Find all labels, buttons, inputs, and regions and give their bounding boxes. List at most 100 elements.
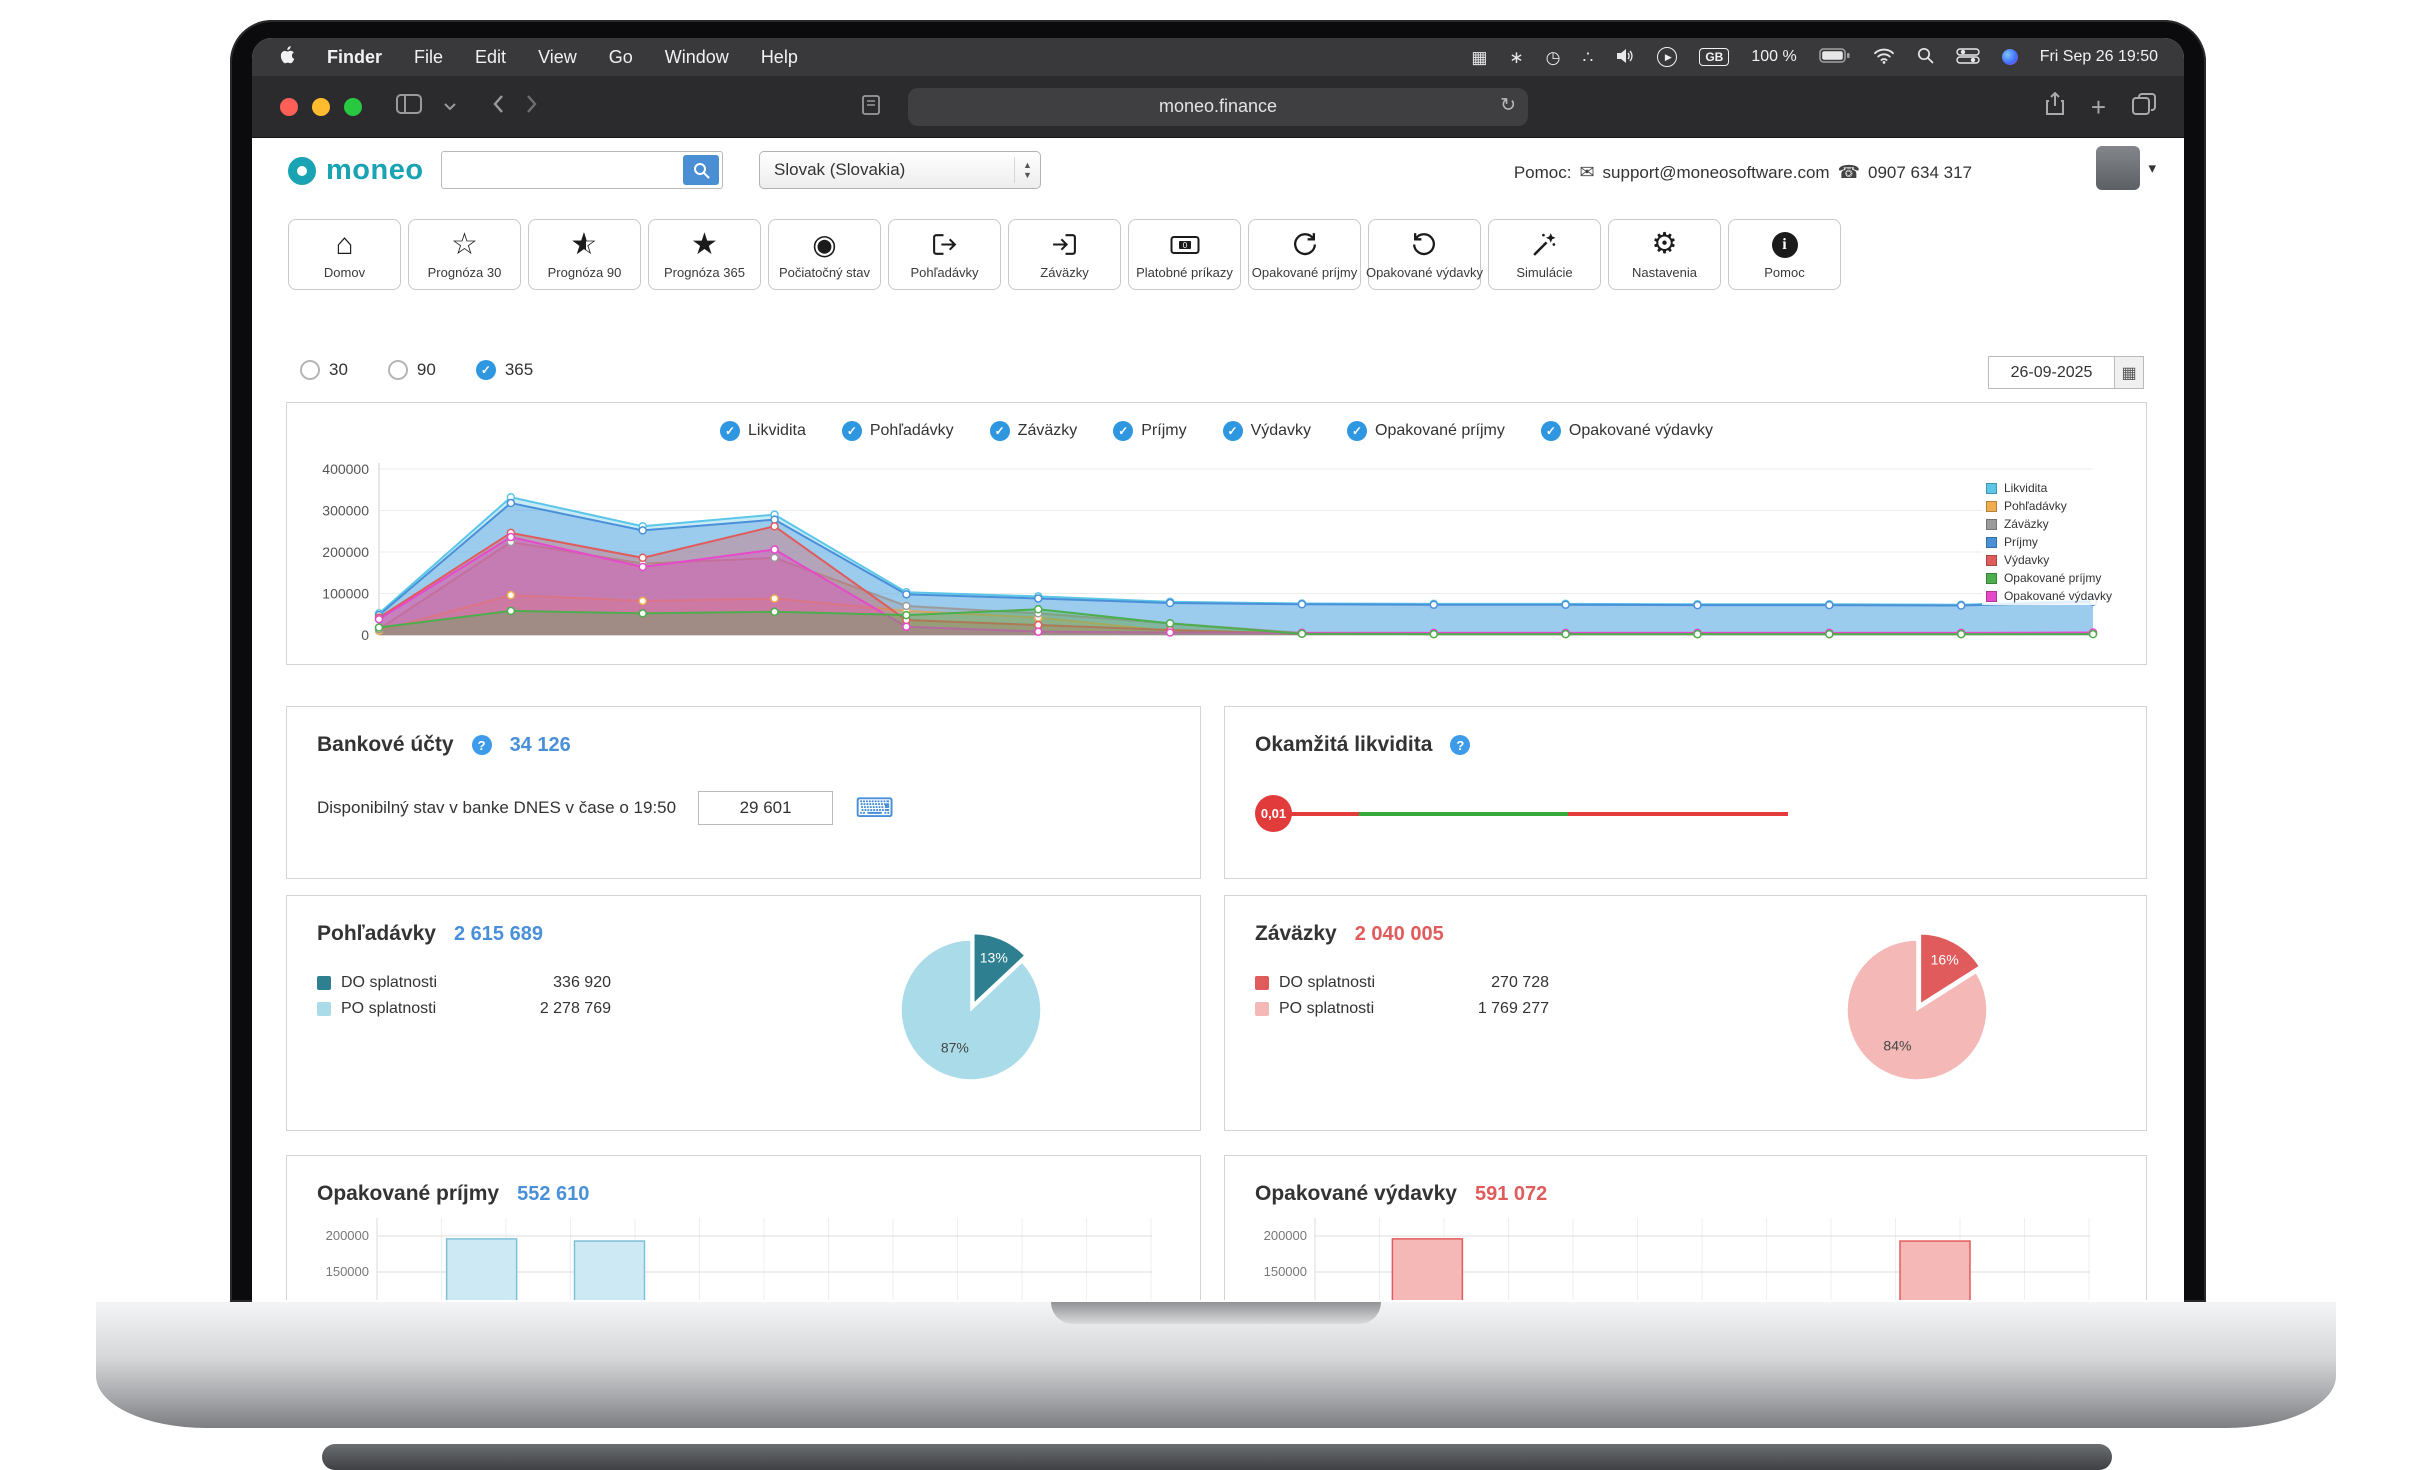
battery-icon[interactable] <box>1818 48 1851 66</box>
menubar-item-file[interactable]: File <box>414 46 444 67</box>
menubar-item-edit[interactable]: Edit <box>475 46 507 67</box>
radio-30[interactable] <box>300 360 320 380</box>
minimize-window-button[interactable] <box>312 97 330 116</box>
toolbar-button-pociatocny-stav[interactable]: ◉ Počiatočný stav <box>768 219 881 290</box>
language-select[interactable]: Slovak (Slovakia) ▲ ▼ <box>759 151 1041 189</box>
play-status-icon[interactable]: ▶ <box>1657 47 1678 67</box>
menubar-item-view[interactable]: View <box>538 46 577 67</box>
toolbar-button-pomoc[interactable]: i Pomoc <box>1728 219 1841 290</box>
svg-text:300000: 300000 <box>322 503 369 519</box>
calendar-icon[interactable]: ▦ <box>2114 356 2144 389</box>
laptop-screen: Finder File Edit View Go Window Help ▦ ∗… <box>230 20 2206 1302</box>
wifi-icon[interactable] <box>1873 48 1895 67</box>
keyboard-status-icon[interactable]: ▦ <box>1471 47 1488 67</box>
forecast-range-options: 30 90 ✓ 365 <box>300 360 533 380</box>
svg-text:400000: 400000 <box>322 461 369 477</box>
forecast-chart: 0 100000 200000 300000 400000 <box>322 461 2098 643</box>
volume-icon[interactable] <box>1615 48 1635 67</box>
moneo-logo[interactable]: moneo <box>288 154 424 187</box>
track-segment-red <box>1283 812 1359 816</box>
new-tab-icon[interactable]: + <box>2090 91 2106 122</box>
filter-zavazky[interactable]: ✓ Záväzky <box>989 421 1077 441</box>
star-half-icon: ☆ ★ <box>570 227 598 261</box>
refresh-ccw-icon <box>1411 230 1438 260</box>
receivables-total-value: 2 615 689 <box>453 922 543 945</box>
support-phone[interactable]: 0907 634 317 <box>1868 162 1972 182</box>
dots-status-icon[interactable]: ∴ <box>1582 47 1594 67</box>
back-button[interactable] <box>492 94 504 119</box>
zoom-window-button[interactable] <box>344 97 362 116</box>
toolbar-button-nastavenia[interactable]: ⚙ Nastavenia <box>1608 219 1721 290</box>
account-menu[interactable]: ▾ <box>2096 146 2156 190</box>
liquidity-card: Okamžitá likvidita ? 0,01 <box>1224 706 2147 879</box>
close-window-button[interactable] <box>280 97 298 116</box>
control-center-icon[interactable] <box>1956 47 1980 67</box>
search-button[interactable] <box>683 155 719 185</box>
help-icon[interactable]: ? <box>471 735 492 755</box>
forward-button[interactable] <box>526 94 538 119</box>
filter-opakovane-prijmy[interactable]: ✓ Opakované príjmy <box>1347 421 1505 441</box>
legend-item: Výdavky <box>1985 553 2112 567</box>
toolbar-button-pohladavky[interactable]: Pohľadávky <box>888 219 1001 290</box>
input-language-badge[interactable]: GB <box>1699 48 1730 66</box>
asterisk-status-icon[interactable]: ∗ <box>1509 47 1524 67</box>
filter-likvidita[interactable]: ✓ Likvidita <box>720 421 806 441</box>
toolbar-button-platobne-prikazy[interactable]: 0 Platobné príkazy <box>1128 219 1241 290</box>
sidebar-toggle-icon[interactable] <box>396 94 422 119</box>
filter-pohladavky[interactable]: ✓ Pohľadávky <box>841 421 954 441</box>
breakdown-row: PO splatnosti 1 769 277 <box>1255 1000 1595 1018</box>
search-input[interactable] <box>442 152 683 188</box>
menubar-clock[interactable]: Fri Sep 26 19:50 <box>2039 48 2158 65</box>
toolbar-button-prognoza-365[interactable]: ★ Prognóza 365 <box>648 219 761 290</box>
radio-90[interactable] <box>387 360 408 380</box>
range-option-90[interactable]: 90 <box>387 360 436 380</box>
help-icon[interactable]: ? <box>1450 735 1471 755</box>
filter-prijmy[interactable]: ✓ Príjmy <box>1113 421 1187 441</box>
spotlight-search-icon[interactable] <box>1917 47 1934 67</box>
avatar[interactable] <box>2096 146 2141 190</box>
support-email[interactable]: support@moneosoftware.com <box>1602 162 1830 182</box>
liquidity-slider-track <box>1283 812 1788 816</box>
page-settings-icon[interactable] <box>860 94 882 121</box>
share-icon[interactable] <box>2045 91 2065 121</box>
reload-icon[interactable]: ↻ <box>1500 94 1516 116</box>
legend-swatch <box>1985 590 1997 602</box>
toolbar-button-zavazky[interactable]: Záväzky <box>1008 219 1121 290</box>
recurring-expenses-card: Opakované výdavky 591 072 200000 150000 <box>1224 1155 2147 1300</box>
radio-365-checked[interactable]: ✓ <box>475 360 496 380</box>
sidebar-chevron-icon[interactable] <box>444 98 456 116</box>
svg-text:0: 0 <box>361 627 369 643</box>
toolbar-button-domov[interactable]: ⌂ Domov <box>288 219 401 290</box>
toolbar-button-prognoza-90[interactable]: ☆ ★ Prognóza 90 <box>528 219 641 290</box>
menubar-item-window[interactable]: Window <box>664 46 729 67</box>
toolbar-button-opakovane-vydavky[interactable]: Opakované výdavky <box>1366 219 1483 290</box>
range-option-365[interactable]: ✓ 365 <box>475 360 533 380</box>
bank-accounts-card: Bankové účty ? 34 126 Disponibilný stav … <box>286 706 1201 879</box>
apple-menu-icon[interactable] <box>278 45 295 70</box>
payables-pie-chart: 16% 84% <box>1846 933 1988 1081</box>
payables-breakdown: DO splatnosti 270 728 PO splatnosti 1 76… <box>1225 974 1625 1018</box>
menubar-item-go[interactable]: Go <box>608 46 633 67</box>
tab-overview-icon[interactable] <box>2132 93 2156 120</box>
bank-available-input[interactable] <box>698 791 834 825</box>
toolbar-button-prognoza-30[interactable]: ☆ Prognóza 30 <box>408 219 521 290</box>
liquidity-slider-handle[interactable]: 0,01 <box>1255 795 1292 832</box>
clock-status-icon[interactable]: ◷ <box>1545 47 1561 67</box>
filter-vydavky[interactable]: ✓ Výdavky <box>1222 421 1311 441</box>
menubar-item-help[interactable]: Help <box>760 46 798 67</box>
address-bar[interactable]: moneo.finance ↻ <box>908 87 1528 126</box>
filter-opakovane-vydavky[interactable]: ✓ Opakované výdavky <box>1540 421 1713 441</box>
laptop-base <box>96 1302 2336 1428</box>
keypad-icon[interactable]: ⌨ <box>855 792 895 823</box>
track-segment-green <box>1359 812 1568 816</box>
legend-swatch <box>1985 572 1997 584</box>
siri-icon[interactable] <box>2001 49 2018 65</box>
home-icon: ⌂ <box>335 227 354 261</box>
toolbar-button-simulacie[interactable]: Simulácie <box>1488 219 1601 290</box>
menubar-app-name[interactable]: Finder <box>327 46 383 67</box>
range-option-30[interactable]: 30 <box>300 360 348 380</box>
date-input[interactable] <box>1988 356 2114 389</box>
toolbar-button-opakovane-prijmy[interactable]: Opakované príjmy <box>1248 219 1361 290</box>
laptop-base-shadow <box>322 1444 2112 1470</box>
payables-card: Záväzky 2 040 005 DO splatnosti 270 728 … <box>1224 895 2147 1131</box>
